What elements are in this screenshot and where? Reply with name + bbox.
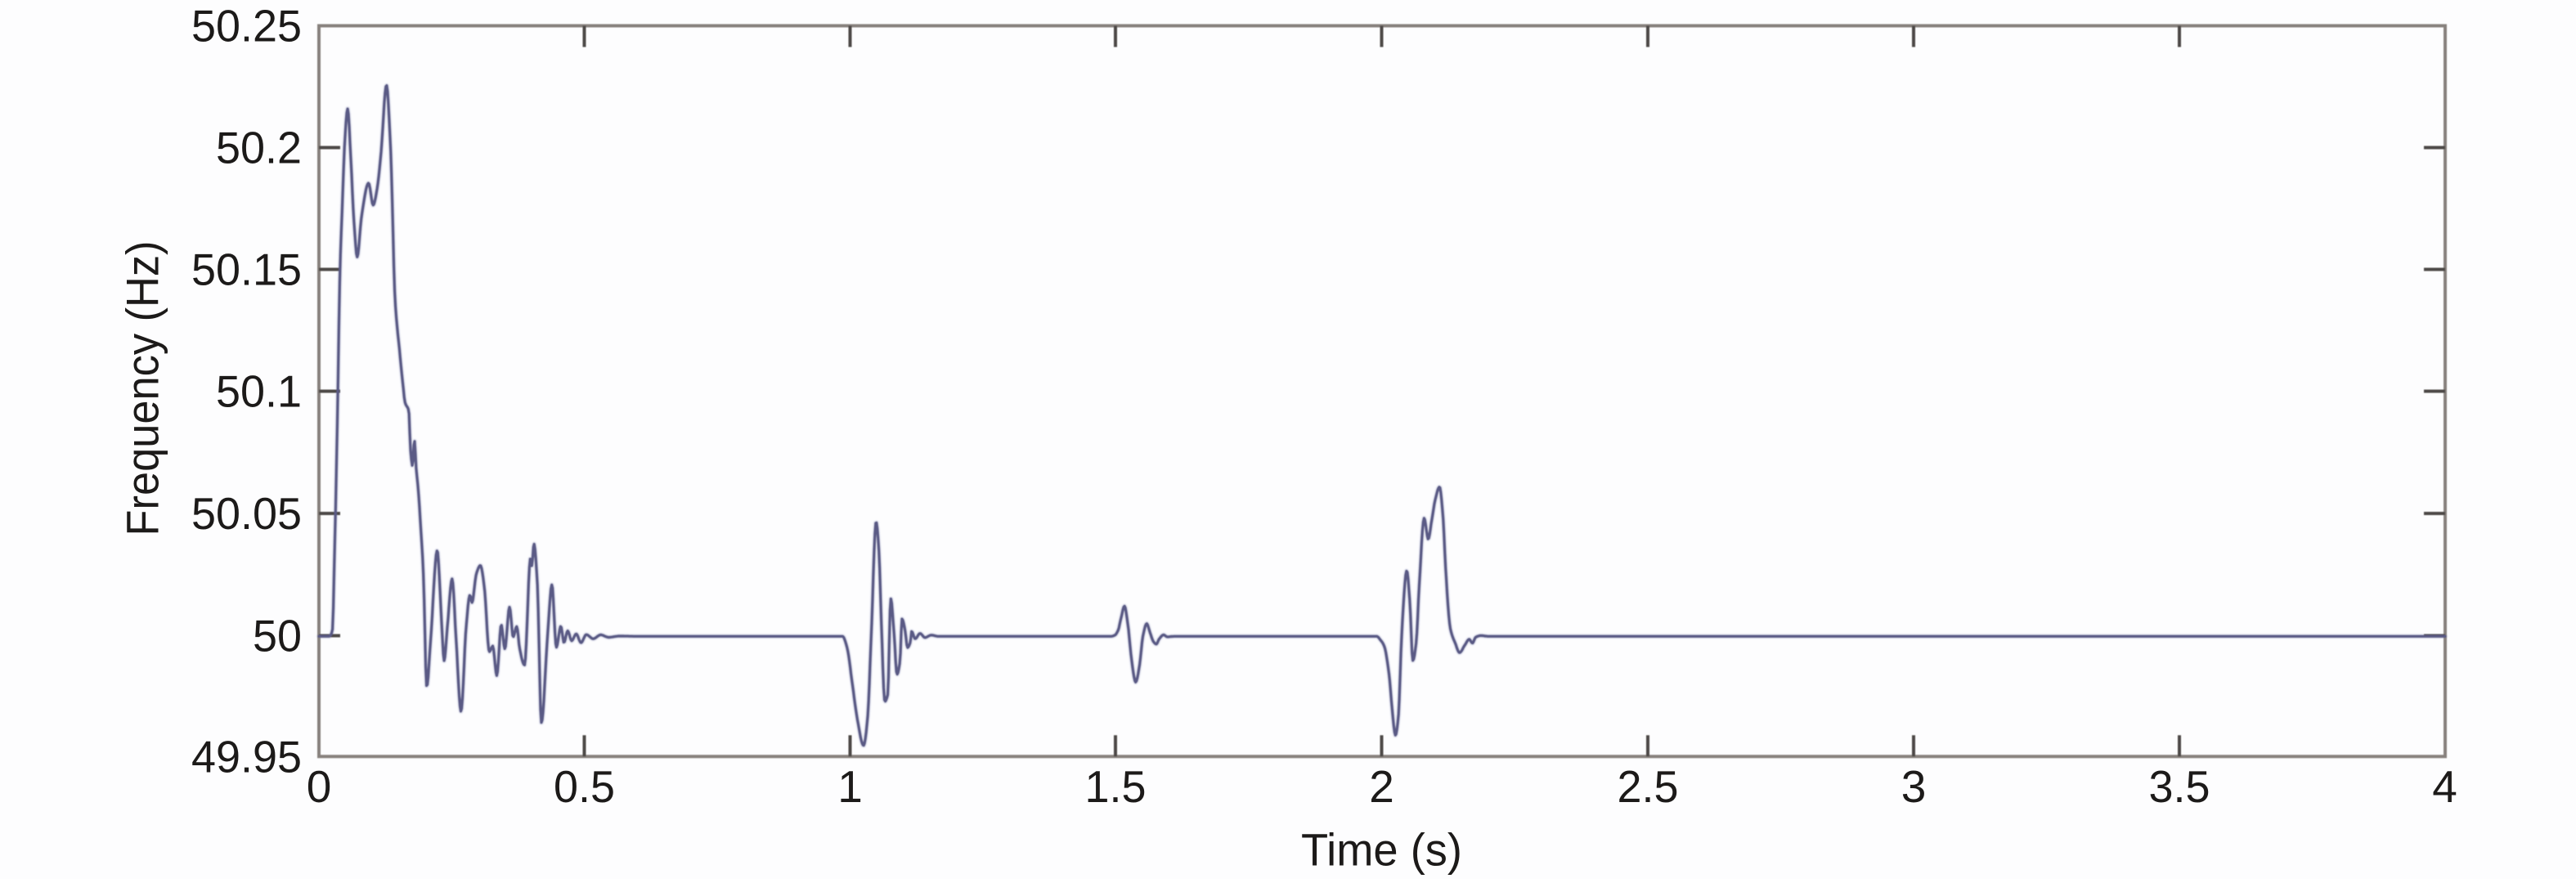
svg-text:50.25: 50.25: [191, 1, 302, 52]
svg-text:3.5: 3.5: [2149, 761, 2210, 812]
svg-text:2: 2: [1369, 761, 1394, 812]
svg-text:0.5: 0.5: [554, 761, 615, 812]
svg-text:50.15: 50.15: [191, 244, 302, 295]
svg-text:50.05: 50.05: [191, 488, 302, 539]
svg-text:1.5: 1.5: [1085, 761, 1147, 812]
svg-text:3: 3: [1901, 761, 1927, 812]
svg-text:50.2: 50.2: [216, 123, 302, 173]
svg-text:2.5: 2.5: [1618, 761, 1679, 812]
svg-text:1: 1: [837, 761, 863, 812]
svg-text:49.95: 49.95: [191, 732, 302, 782]
svg-text:Frequency (Hz): Frequency (Hz): [117, 241, 168, 536]
svg-text:50: 50: [253, 611, 302, 661]
svg-text:50.1: 50.1: [216, 366, 302, 417]
svg-text:4: 4: [2432, 761, 2457, 812]
svg-text:Time (s): Time (s): [1301, 824, 1462, 876]
svg-text:0: 0: [307, 761, 332, 812]
